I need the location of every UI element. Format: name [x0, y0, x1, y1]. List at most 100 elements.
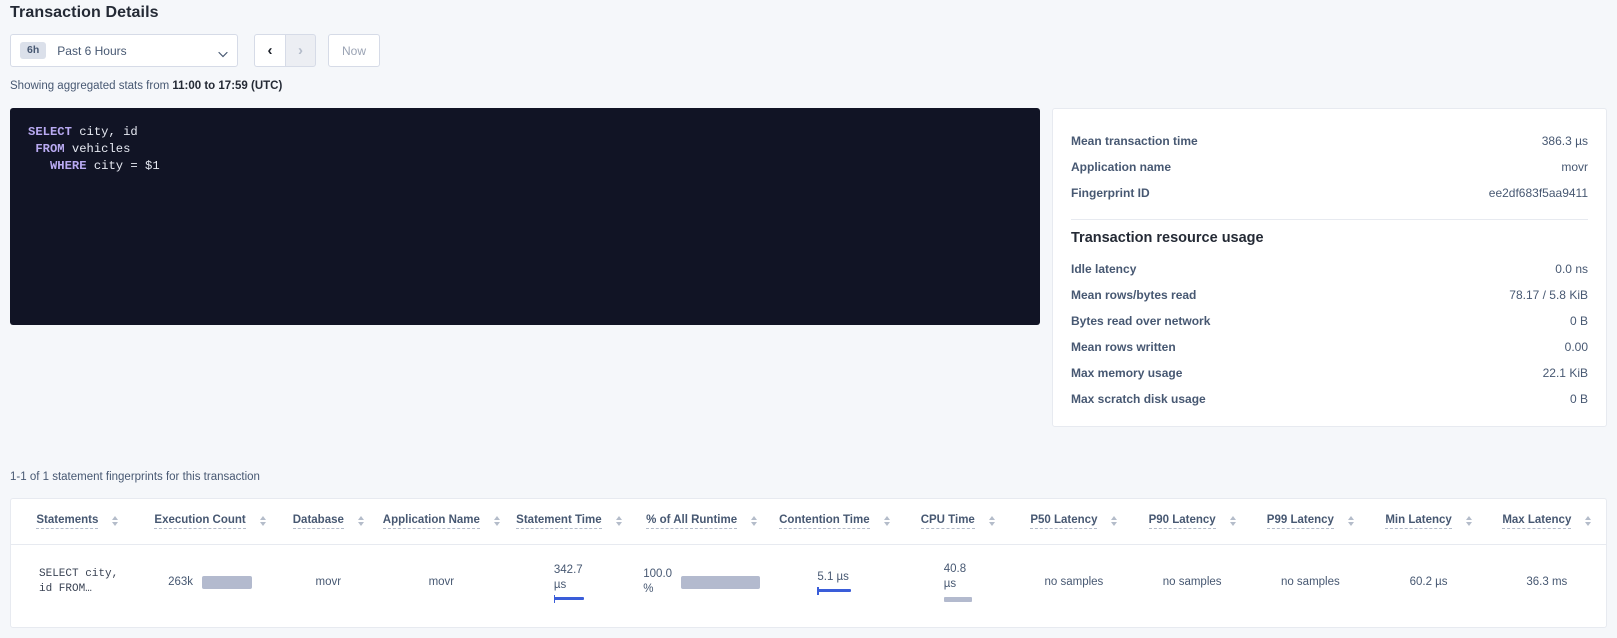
column-label: P50 Latency: [1030, 514, 1098, 529]
stat-label: Max scratch disk usage: [1071, 392, 1206, 406]
stat-value: 386.3 µs: [1541, 134, 1588, 148]
column-header-max-latency[interactable]: Max Latency: [1487, 499, 1606, 545]
cell-max-latency: 36.3 ms: [1526, 576, 1568, 589]
stat-value: 0.00: [1564, 340, 1588, 354]
column-header-cpu-time[interactable]: CPU Time: [900, 499, 1015, 545]
column-label: P90 Latency: [1148, 514, 1216, 529]
cell-database: movr: [315, 576, 342, 589]
stat-label: Idle latency: [1071, 262, 1137, 276]
stat-value: 0.0 ns: [1555, 262, 1588, 276]
stat-row: Bytes read over network 0 B: [1071, 308, 1588, 334]
column-header-p50-latency[interactable]: P50 Latency: [1014, 499, 1134, 545]
cpu-time-value: 40.8 µs: [943, 563, 967, 591]
time-range-select[interactable]: 6h Past 6 Hours: [10, 34, 238, 67]
column-label: Min Latency: [1385, 514, 1452, 529]
sort-icon[interactable]: [112, 516, 119, 527]
column-header-p99-latency[interactable]: P99 Latency: [1251, 499, 1370, 545]
cell-min-latency: 60.2 µs: [1409, 576, 1448, 589]
sort-icon[interactable]: [493, 516, 500, 527]
column-header-min-latency[interactable]: Min Latency: [1369, 499, 1488, 545]
stat-row: Max scratch disk usage 0 B: [1071, 386, 1588, 412]
column-header-database[interactable]: Database: [276, 499, 381, 545]
sql-keyword-where: WHERE: [49, 159, 87, 173]
sort-icon[interactable]: [615, 516, 622, 527]
showing-range-text: Showing aggregated stats from 11:00 to 1…: [10, 80, 282, 92]
column-header-statement-time[interactable]: Statement Time: [502, 499, 636, 545]
stat-value: movr: [1561, 160, 1588, 174]
previous-interval-button[interactable]: ‹: [254, 34, 285, 67]
sql-keyword-from: FROM: [35, 142, 65, 156]
statement-time-group: 342.7 µs: [553, 563, 584, 603]
column-header-application-name[interactable]: Application Name: [380, 499, 503, 545]
pct-of-all-runtime-value: 100.0 %: [643, 568, 673, 596]
sql-where-expr: city = $1: [86, 159, 160, 173]
column-label: Max Latency: [1502, 514, 1572, 529]
column-header-execution-count[interactable]: Execution Count: [143, 499, 277, 545]
time-range-label: Past 6 Hours: [57, 43, 127, 58]
statement-time-bar: [553, 594, 584, 603]
contention-time-group: 5.1 µs: [817, 570, 852, 596]
cpu-time-group: 40.8 µs: [943, 562, 972, 603]
stat-row: Application name movr: [1071, 154, 1588, 180]
stat-label: Fingerprint ID: [1071, 186, 1150, 200]
execution-count-bar: [202, 575, 253, 589]
stat-row: Mean rows written 0.00: [1071, 334, 1588, 360]
table-caption: 1-1 of 1 statement fingerprints for this…: [10, 471, 260, 483]
stat-value: 78.17 / 5.8 KiB: [1509, 288, 1588, 302]
sort-icon[interactable]: [883, 516, 890, 527]
stat-value: 22.1 KiB: [1542, 366, 1588, 380]
column-label: CPU Time: [920, 514, 975, 529]
column-label: Contention Time: [779, 514, 870, 529]
sort-icon[interactable]: [1229, 516, 1236, 527]
time-controls: 6h Past 6 Hours ‹ › Now: [10, 34, 381, 67]
transaction-stats-panel: Mean transaction time 386.3 µs Applicati…: [1052, 108, 1607, 427]
cell-cpu-time: 40.8 µs: [901, 544, 1015, 620]
next-interval-button[interactable]: ›: [285, 34, 316, 67]
stat-label: Max memory usage: [1071, 366, 1183, 380]
stat-label: Bytes read over network: [1071, 314, 1211, 328]
sql-keyword-select: SELECT: [28, 125, 72, 139]
stat-value: 0 B: [1569, 314, 1588, 328]
stat-value: ee2df683f5aa9411: [1488, 186, 1588, 200]
time-nav-group: ‹ ›: [254, 34, 316, 67]
showing-prefix: Showing aggregated stats from: [10, 80, 173, 92]
sort-icon[interactable]: [1111, 516, 1118, 527]
stat-row: Idle latency 0.0 ns: [1071, 256, 1588, 282]
stat-row: Max memory usage 22.1 KiB: [1071, 360, 1588, 386]
cell-p90-latency: no samples: [1162, 576, 1222, 589]
chevron-right-icon: ›: [298, 42, 303, 59]
column-header-pct-of-all-runtime[interactable]: % of All Runtime: [635, 499, 768, 545]
page-title: Transaction Details: [10, 4, 159, 21]
now-button[interactable]: Now: [328, 34, 381, 67]
cpu-time-bar: [943, 597, 972, 603]
pct-of-all-runtime-bar: [681, 575, 760, 589]
sort-icon[interactable]: [988, 516, 995, 527]
cell-application-name: movr: [428, 576, 455, 589]
sort-icon[interactable]: [1585, 516, 1592, 527]
column-header-p90-latency[interactable]: P90 Latency: [1133, 499, 1252, 545]
chevron-left-icon: ‹: [267, 42, 273, 59]
table-header-row: Statements Execution Count Database Appl…: [11, 499, 1606, 545]
column-label: P99 Latency: [1266, 514, 1334, 529]
sort-icon[interactable]: [751, 516, 758, 527]
column-header-statements[interactable]: Statements: [11, 499, 144, 545]
column-label: Execution Count: [154, 514, 246, 529]
sort-icon[interactable]: [357, 516, 364, 527]
time-range-badge: 6h: [20, 42, 47, 59]
column-label: % of All Runtime: [646, 514, 738, 529]
column-header-contention-time[interactable]: Contention Time: [768, 499, 901, 545]
cell-statement[interactable]: SELECT city, id FROM…: [39, 568, 119, 596]
sql-table-name: vehicles: [64, 142, 131, 156]
column-label: Statements: [36, 514, 99, 529]
stat-label: Mean rows written: [1071, 340, 1176, 354]
sort-icon[interactable]: [1347, 516, 1354, 527]
showing-range: 11:00 to 17:59 (UTC): [172, 80, 283, 92]
table-row[interactable]: SELECT city, id FROM… 263k movr movr 342…: [11, 544, 1606, 620]
stat-label: Mean transaction time: [1071, 134, 1198, 148]
chevron-down-icon: [218, 46, 228, 57]
cell-execution-count: 263k: [144, 544, 277, 620]
sort-icon[interactable]: [259, 516, 266, 527]
contention-time-value: 5.1 µs: [817, 571, 849, 584]
sort-icon[interactable]: [1465, 516, 1472, 527]
